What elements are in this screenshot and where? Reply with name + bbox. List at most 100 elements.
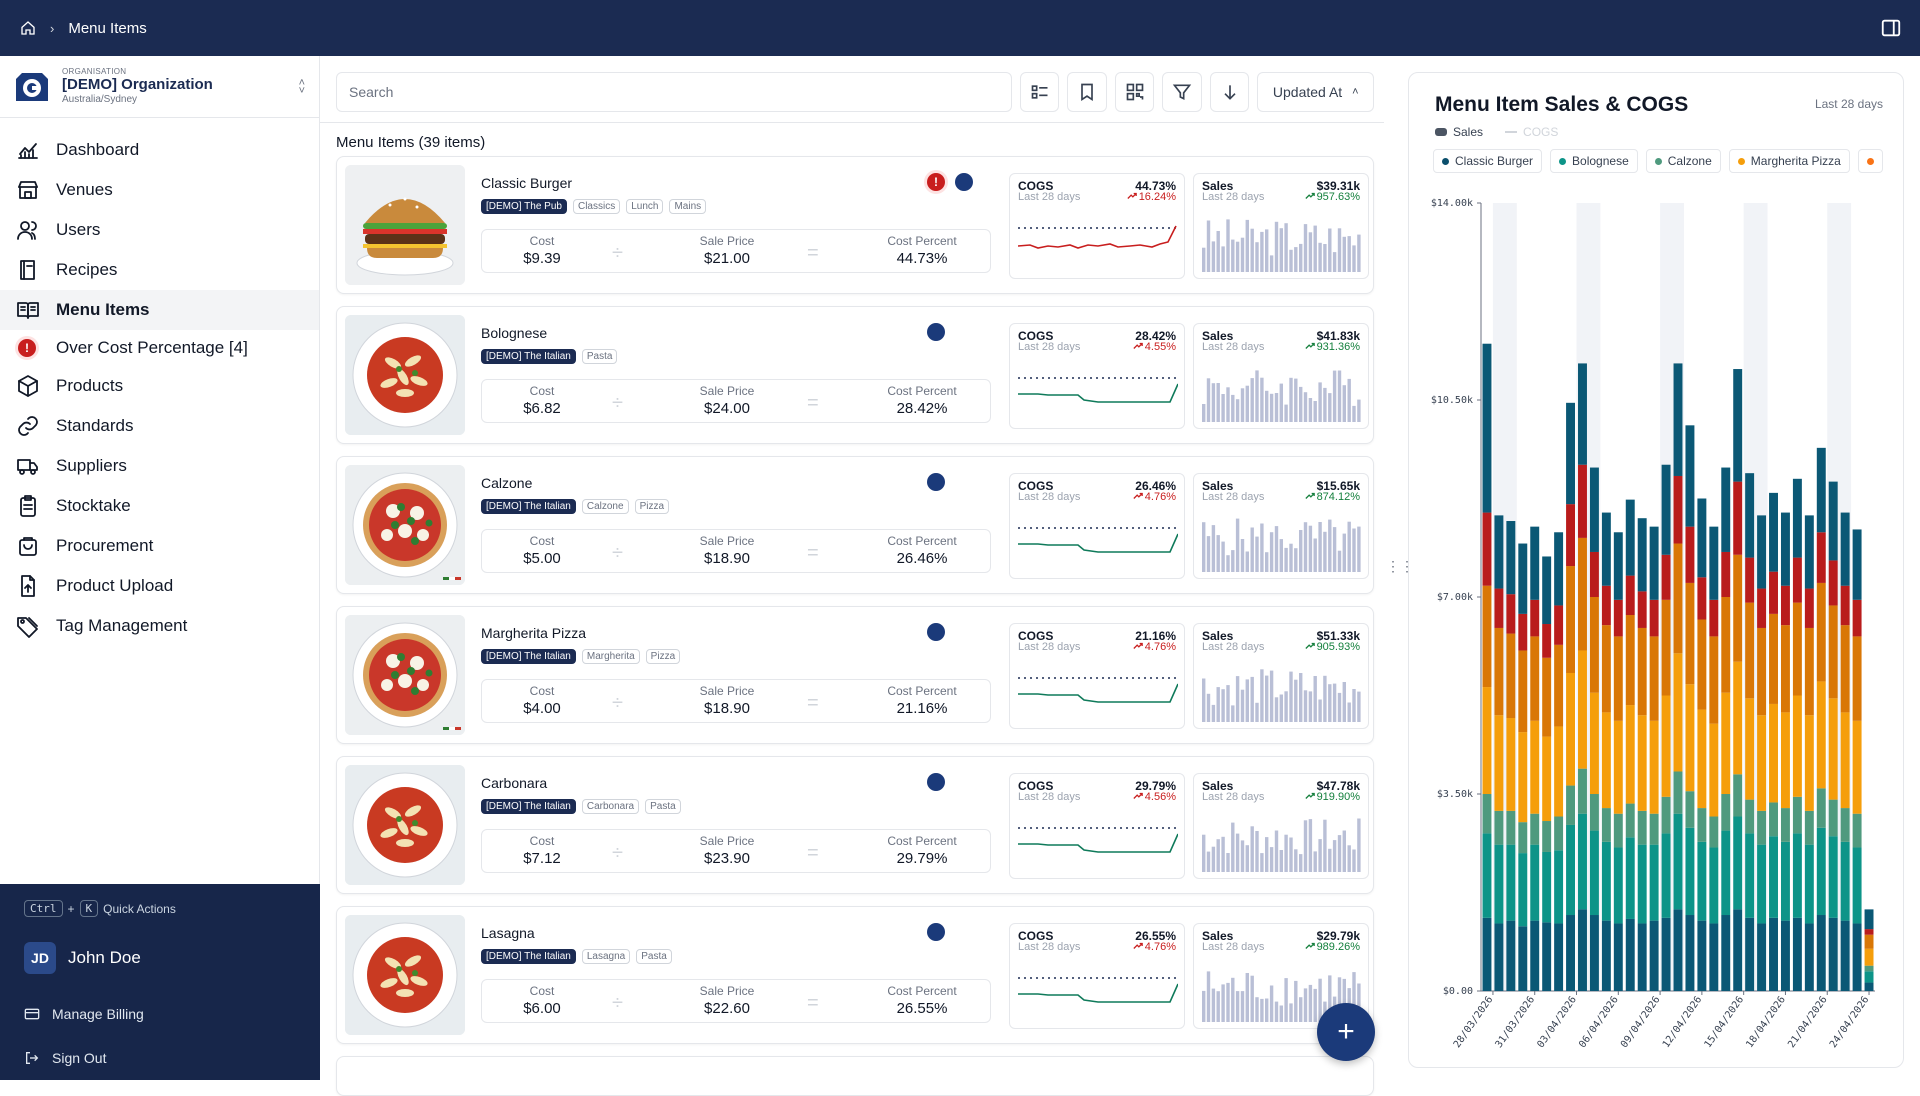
status-dot[interactable] <box>927 323 945 341</box>
menu-item-card[interactable]: Carbonara [DEMO] The Italian Carbonara Past… <box>336 756 1374 894</box>
sales-spark-bar <box>1226 853 1230 872</box>
sidebar-item-tag-management[interactable]: Tag Management <box>0 606 319 646</box>
legend-swatch <box>1559 157 1567 165</box>
sidebar-item-suppliers[interactable]: Suppliers <box>0 446 319 486</box>
sidebar-item-procurement[interactable]: Procurement <box>0 526 319 566</box>
manage-billing-link[interactable]: Manage Billing <box>24 1006 144 1022</box>
tag[interactable]: Calzone <box>581 499 629 514</box>
sales-spark-bar <box>1313 988 1317 1022</box>
sales-sparkline-card[interactable]: Sales Last 28 days $29.79k 989.26% <box>1193 923 1369 1029</box>
bar-segment <box>1542 556 1552 625</box>
sidebar-item-dashboard[interactable]: Dashboard <box>0 130 319 170</box>
cogs-sparkline-card[interactable]: COGS Last 28 days 26.55% 4.76% <box>1009 923 1185 1029</box>
menu-item-card[interactable]: Classic Burger [DEMO] The Pub Classics Lunc… <box>336 156 1374 294</box>
sales-spark-bar <box>1357 526 1361 572</box>
divide-icon: ÷ <box>612 692 623 714</box>
sales-sparkline-card[interactable]: Sales Last 28 days $41.83k 931.36% <box>1193 323 1369 429</box>
sales-sparkline-card[interactable]: Sales Last 28 days $39.31k 957.63% <box>1193 173 1369 279</box>
menu-item-name[interactable]: Calzone <box>481 475 533 491</box>
sidebar-item-menu-items[interactable]: Menu Items <box>0 290 319 330</box>
add-menu-item-button[interactable]: + <box>1317 1003 1375 1061</box>
filter-button[interactable] <box>1162 72 1202 112</box>
menu-item-name[interactable]: Classic Burger <box>481 175 573 191</box>
legend-chip[interactable]: Classic Burger <box>1433 149 1543 173</box>
resize-handle[interactable]: ⋮⋮ <box>1386 558 1414 574</box>
menu-item-card[interactable]: Calzone [DEMO] The Italian Calzone Pizza Cos… <box>336 456 1374 594</box>
sidebar-item-stocktake[interactable]: Stocktake <box>0 486 319 526</box>
tag[interactable]: Classics <box>572 199 621 214</box>
cogs-sparkline-card[interactable]: COGS Last 28 days 28.42% 4.55% <box>1009 323 1185 429</box>
legend-chip[interactable]: Bolognese <box>1550 149 1638 173</box>
scan-button[interactable] <box>1114 72 1155 112</box>
tag[interactable]: [DEMO] The Italian <box>481 499 576 514</box>
cogs-sparkline-card[interactable]: COGS Last 28 days 44.73% 16.24% <box>1009 173 1185 279</box>
toggle-cogs[interactable]: COGS <box>1505 125 1558 139</box>
view-list-button[interactable] <box>1019 72 1060 112</box>
sidebar-item-users[interactable]: Users <box>0 210 319 250</box>
tag[interactable]: Lunch <box>626 199 664 214</box>
menu-item-card[interactable]: Lasagna [DEMO] The Italian Lasagna Pasta Cos… <box>336 906 1374 1044</box>
sidebar-item-over-cost-percentage-4[interactable]: ! Over Cost Percentage [4] <box>0 330 319 366</box>
legend-chip[interactable]: Calzone <box>1645 149 1721 173</box>
bar-segment <box>1554 850 1564 924</box>
breadcrumb-current[interactable]: Menu Items <box>68 19 147 37</box>
toggle-sales[interactable]: Sales <box>1435 125 1483 139</box>
tag[interactable]: Pasta <box>636 949 672 964</box>
status-dot[interactable] <box>927 623 945 641</box>
menu-item-name[interactable]: Bolognese <box>481 325 548 341</box>
tag[interactable]: [DEMO] The Pub <box>481 199 567 214</box>
legend-chip[interactable] <box>1857 149 1883 173</box>
sort-direction-button[interactable] <box>1209 72 1250 112</box>
sidebar-item-standards[interactable]: Standards <box>0 406 319 446</box>
tag[interactable]: Pasta <box>581 349 618 364</box>
tag[interactable]: Mains <box>669 199 707 214</box>
sales-spark-bar <box>1308 525 1313 572</box>
cogs-sparkline-card[interactable]: COGS Last 28 days 26.46% 4.76% <box>1009 473 1185 579</box>
menu-item-name[interactable]: Lasagna <box>481 925 535 941</box>
sidebar-item-venues[interactable]: Venues <box>0 170 319 210</box>
menu-item-card[interactable]: Bolognese [DEMO] The Italian Pasta Cost $6.8… <box>336 306 1374 444</box>
sidebar-item-product-upload[interactable]: Product Upload <box>0 566 319 606</box>
status-dot[interactable] <box>927 923 945 941</box>
status-dot[interactable] <box>955 173 973 191</box>
legend-chip[interactable]: Margherita Pizza <box>1728 149 1850 173</box>
sales-sparkline-card[interactable]: Sales Last 28 days $51.33k 905.93% <box>1193 623 1369 729</box>
quick-actions[interactable]: Ctrl + K Quick Actions <box>24 900 176 917</box>
sales-sparkline-card[interactable]: Sales Last 28 days $15.65k 874.12% <box>1193 473 1369 579</box>
menu-item-card[interactable] <box>336 1056 1374 1096</box>
cogs-sparkline-card[interactable]: COGS Last 28 days 29.79% 4.56% <box>1009 773 1185 879</box>
panel-toggle-icon[interactable] <box>1880 17 1902 39</box>
bar-segment <box>1828 836 1838 918</box>
tag[interactable]: [DEMO] The Italian <box>481 949 576 964</box>
bar-segment <box>1637 715 1647 811</box>
sales-spark-bar <box>1347 702 1351 722</box>
tag[interactable]: [DEMO] The Italian <box>481 799 576 814</box>
bookmark-button[interactable] <box>1067 72 1107 112</box>
tag[interactable]: Lasagna <box>581 949 631 964</box>
menu-item-card[interactable]: Margherita Pizza [DEMO] The Italian Marghe… <box>336 606 1374 744</box>
status-dot[interactable] <box>927 473 945 491</box>
search-input[interactable]: Search <box>336 72 1012 112</box>
sales-sparkline-card[interactable]: Sales Last 28 days $47.78k 919.90% <box>1193 773 1369 879</box>
tag[interactable]: [DEMO] The Italian <box>481 349 576 364</box>
sidebar-item-recipes[interactable]: Recipes <box>0 250 319 290</box>
tag[interactable]: Pizza <box>645 649 681 664</box>
menu-item-name[interactable]: Carbonara <box>481 775 548 791</box>
tag[interactable]: Pizza <box>634 499 670 514</box>
sidebar-item-products[interactable]: Products <box>0 366 319 406</box>
sign-out-link[interactable]: Sign Out <box>24 1050 106 1066</box>
sales-spark-bar <box>1337 550 1342 572</box>
home-icon[interactable] <box>20 20 36 36</box>
sort-field-select[interactable]: Updated At ˄ <box>1257 72 1375 112</box>
bar-segment <box>1697 808 1707 842</box>
menu-item-name[interactable]: Margherita Pizza <box>481 625 587 641</box>
org-switcher[interactable]: ORGANISATION [DEMO] Organization Austral… <box>0 56 319 118</box>
cogs-sparkline-card[interactable]: COGS Last 28 days 21.16% 4.76% <box>1009 623 1185 729</box>
tag[interactable]: Margherita <box>581 649 640 664</box>
tag[interactable]: Pasta <box>645 799 681 814</box>
status-dot[interactable] <box>927 773 945 791</box>
tag[interactable]: [DEMO] The Italian <box>481 649 576 664</box>
tag[interactable]: Carbonara <box>581 799 640 814</box>
user-profile[interactable]: JD John Doe <box>24 942 141 974</box>
over-cost-alert-icon[interactable]: ! <box>927 173 945 191</box>
